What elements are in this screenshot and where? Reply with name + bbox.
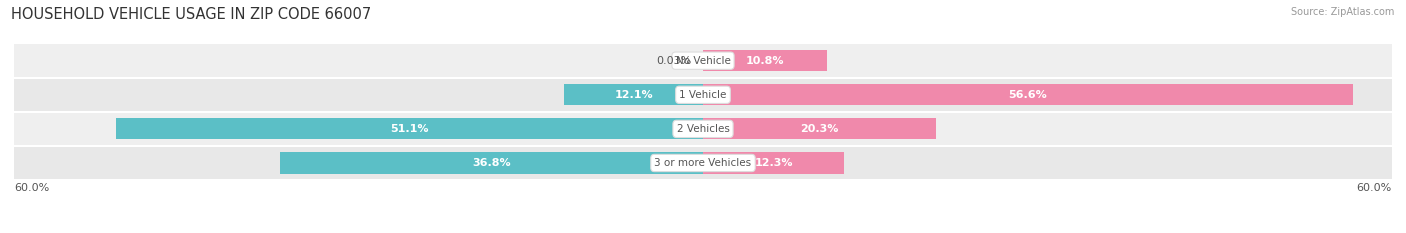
Bar	[703, 118, 936, 140]
Text: 36.8%: 36.8%	[472, 158, 510, 168]
Text: 20.3%: 20.3%	[800, 124, 839, 134]
Bar	[14, 45, 1392, 77]
Text: 0.03%: 0.03%	[657, 56, 692, 66]
Bar	[703, 152, 844, 174]
Bar	[14, 79, 1392, 111]
Text: No Vehicle: No Vehicle	[675, 56, 731, 66]
Bar	[703, 50, 827, 71]
Text: HOUSEHOLD VEHICLE USAGE IN ZIP CODE 66007: HOUSEHOLD VEHICLE USAGE IN ZIP CODE 6600…	[11, 7, 371, 22]
Text: Source: ZipAtlas.com: Source: ZipAtlas.com	[1291, 7, 1395, 17]
Text: 60.0%: 60.0%	[1357, 183, 1392, 193]
Text: 12.3%: 12.3%	[755, 158, 793, 168]
Bar	[14, 147, 1392, 179]
Text: 56.6%: 56.6%	[1008, 90, 1047, 100]
Text: 10.8%: 10.8%	[745, 56, 785, 66]
Bar	[117, 118, 703, 140]
Text: 2 Vehicles: 2 Vehicles	[676, 124, 730, 134]
Bar	[14, 113, 1392, 145]
Text: 51.1%: 51.1%	[391, 124, 429, 134]
Bar	[280, 152, 703, 174]
Text: 1 Vehicle: 1 Vehicle	[679, 90, 727, 100]
Bar	[564, 84, 703, 105]
Text: 60.0%: 60.0%	[14, 183, 49, 193]
Text: 12.1%: 12.1%	[614, 90, 652, 100]
Text: 3 or more Vehicles: 3 or more Vehicles	[654, 158, 752, 168]
Bar	[703, 84, 1353, 105]
